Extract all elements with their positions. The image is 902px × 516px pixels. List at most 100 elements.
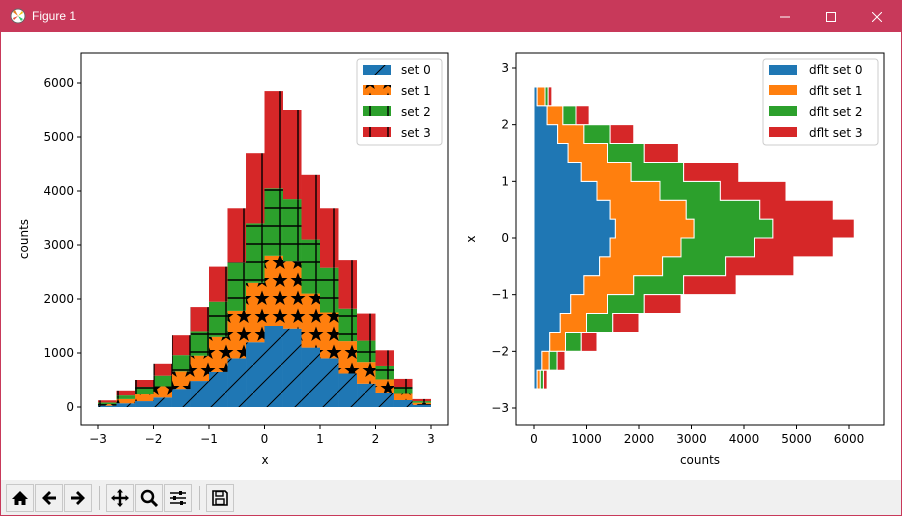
right-axes[interactable]: 0 1000 2000 3000 4000 5000 6000 −3 −2 −1 0 1 2 3 cou… — [464, 52, 885, 467]
legend-swatch-dflt-set-0 — [769, 65, 797, 75]
legend-swatch-set-2 — [363, 106, 391, 116]
back-button[interactable] — [35, 484, 63, 512]
bar-set-2 — [338, 308, 358, 342]
sliders-icon — [170, 491, 186, 505]
bar-set-0 — [412, 404, 431, 407]
zoom-button[interactable] — [135, 484, 163, 512]
left-y-axis-ticks: 0 1000 2000 3000 4000 5000 6000 — [43, 76, 81, 414]
right-axes-frame — [515, 52, 885, 426]
bar-set-1 — [209, 336, 228, 372]
bar-set-2 — [357, 340, 376, 363]
magnifier-icon — [140, 489, 159, 508]
legend-swatch-set-3 — [363, 127, 391, 137]
left-axes[interactable]: −3 −2 −1 0 1 2 3 0 1000 2000 3000 4000 5000 6000 x c… — [17, 52, 449, 467]
svg-text:6000: 6000 — [43, 76, 74, 90]
figure-canvas[interactable]: −3 −2 −1 0 1 2 3 0 1000 2000 3000 4000 5000 6000 x c… — [1, 32, 901, 480]
bar-set-2 — [227, 262, 247, 311]
bar-set-1 — [357, 362, 376, 384]
svg-text:5000: 5000 — [43, 130, 74, 144]
save-button[interactable] — [206, 484, 234, 512]
close-button[interactable] — [854, 1, 900, 32]
right-y-axis-label: x — [464, 235, 478, 242]
figure-svg: −3 −2 −1 0 1 2 3 0 1000 2000 3000 4000 5000 6000 x c… — [17, 52, 885, 467]
bar-set-3 — [227, 208, 247, 263]
bar-set-0 — [227, 358, 247, 407]
left-legend: set 0 set 1 set 2 set 3 — [356, 58, 443, 146]
legend-label-dflt-set-0: dflt set 0 — [809, 63, 862, 77]
title-bar[interactable]: Figure 1 — [1, 1, 901, 32]
move-icon — [111, 489, 129, 507]
bar-set-1 — [375, 379, 394, 393]
svg-text:−3: −3 — [89, 432, 107, 446]
bar-set-1 — [135, 394, 154, 402]
bar-set-1 — [98, 404, 117, 406]
legend-swatch-set-1 — [363, 85, 391, 95]
bar-set-1 — [190, 355, 209, 382]
svg-text:−1: −1 — [200, 432, 218, 446]
minimize-button[interactable] — [762, 1, 808, 32]
bar-set-2 — [301, 239, 320, 294]
legend-swatch-dflt-set-3 — [769, 127, 797, 137]
bar-set-3 — [98, 400, 117, 403]
bar-set-2 — [412, 401, 431, 403]
bar-set-3 — [282, 110, 302, 200]
configure-subplots-button[interactable] — [164, 484, 192, 512]
bar-set-2 — [209, 301, 228, 337]
svg-text:4000: 4000 — [43, 184, 74, 198]
legend-swatch-dflt-set-2 — [769, 106, 797, 116]
maximize-button[interactable] — [808, 1, 854, 32]
bar-set-0 — [338, 373, 358, 407]
window-title: Figure 1 — [32, 9, 77, 23]
bar-set-0 — [116, 403, 136, 407]
bar-set-3 — [412, 398, 431, 402]
bar-set-3 — [393, 378, 413, 388]
bar-set-0 — [301, 347, 320, 407]
close-icon — [872, 11, 882, 22]
home-icon — [12, 491, 28, 505]
bar-set-0 — [393, 399, 413, 407]
bar-set-0 — [190, 381, 209, 407]
pan-button[interactable] — [106, 484, 134, 512]
bar-set-0 — [320, 358, 339, 407]
svg-text:2000: 2000 — [43, 292, 74, 306]
bar-set-1 — [171, 371, 191, 390]
svg-text:−3: −3 — [491, 401, 509, 415]
svg-text:3: 3 — [427, 432, 435, 446]
bar-set-1 — [301, 293, 320, 348]
bar-set-3 — [338, 260, 358, 309]
toolbar-separator — [99, 486, 100, 510]
home-button[interactable] — [6, 484, 34, 512]
right-x-axis-ticks: 0 1000 2000 3000 4000 5000 6000 — [530, 425, 864, 446]
bar-set-0 — [264, 326, 283, 407]
svg-text:3: 3 — [501, 61, 509, 75]
right-step-bars — [533, 67, 855, 409]
svg-text:−1: −1 — [491, 288, 509, 302]
right-legend: dflt set 0 dflt set 1 dflt set 2 dflt se… — [762, 58, 879, 146]
legend-label-set-0: set 0 — [401, 63, 431, 77]
svg-text:6000: 6000 — [834, 432, 865, 446]
left-x-axis-ticks: −3 −2 −1 0 1 2 3 — [89, 425, 435, 446]
navigation-toolbar — [1, 480, 901, 515]
bar-set-1 — [227, 310, 247, 359]
bar-set-1 — [282, 261, 302, 329]
bar-set-2 — [135, 387, 154, 395]
toolbar-separator — [199, 486, 200, 510]
arrow-right-icon — [71, 491, 85, 505]
svg-text:0: 0 — [261, 432, 269, 446]
bar-set-0 — [171, 389, 191, 407]
legend-label-set-3: set 3 — [401, 126, 431, 140]
forward-button[interactable] — [64, 484, 92, 512]
bar-set-0 — [357, 383, 376, 407]
svg-text:1000: 1000 — [43, 346, 74, 360]
legend-label-set-1: set 1 — [401, 84, 431, 98]
bar-set-2 — [153, 375, 172, 387]
svg-text:3000: 3000 — [676, 432, 707, 446]
bar-set-0 — [98, 405, 117, 407]
bar-set-2 — [98, 402, 117, 405]
svg-text:2000: 2000 — [624, 432, 655, 446]
bar-set-1 — [393, 393, 413, 400]
svg-text:−2: −2 — [145, 432, 163, 446]
bar-set-1 — [320, 312, 339, 359]
left-y-axis-label: counts — [17, 219, 31, 259]
